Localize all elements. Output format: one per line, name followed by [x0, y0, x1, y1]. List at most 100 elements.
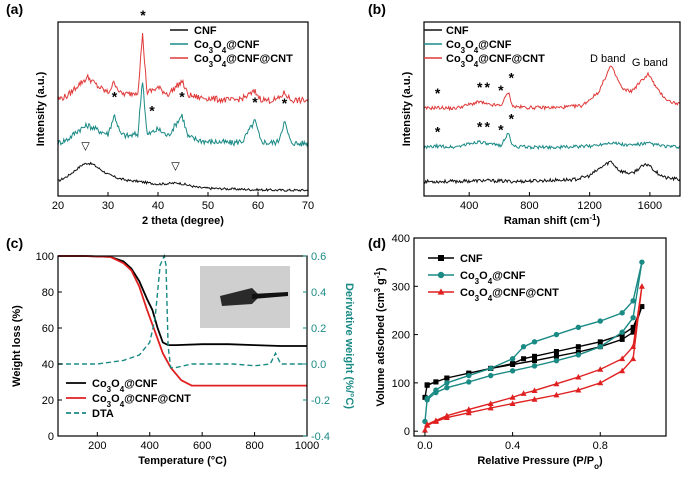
- data-point: [553, 348, 559, 354]
- y-tick-label: 400: [392, 233, 410, 245]
- y-axis-title: Volume adsorbed (cm3 g-1): [373, 267, 388, 406]
- panel-b: (b) 400 800 1200 1600 Raman shift (cm-1) Inten…: [368, 1, 681, 227]
- x-tick-label: 30: [102, 200, 114, 212]
- x-tick-label: 400: [460, 200, 478, 212]
- legend-text-part: O: [213, 39, 222, 51]
- d-band-label: D band: [590, 53, 625, 65]
- series-line-CNF: [423, 160, 681, 185]
- raman-peak-marker: *: [509, 69, 515, 85]
- data-point: [520, 343, 527, 350]
- data-point: [553, 353, 559, 359]
- legend-label: CNF: [446, 25, 469, 37]
- peak-marker: *: [179, 88, 185, 104]
- x-axis-title-sub: o: [594, 462, 599, 471]
- peak-marker: *: [149, 103, 155, 119]
- raman-peak-marker: *: [477, 119, 483, 135]
- data-point: [630, 343, 637, 350]
- legend-text-part: @CNF@CNT: [124, 393, 191, 405]
- x-axis-title-end: ): [599, 455, 603, 467]
- data-point: [509, 394, 516, 400]
- y-axis-title-end: ): [375, 267, 387, 271]
- data-point: [509, 400, 516, 407]
- legend-marker: [438, 255, 444, 261]
- y-axis-title: Intensity (a.u.): [401, 71, 413, 146]
- x-axis-title: Relative Pressure (P/Po): [477, 455, 603, 471]
- legend-text-part: Co: [92, 378, 107, 390]
- series-line-DTA: [58, 253, 307, 369]
- legend-text-part: CNF: [460, 253, 483, 265]
- x-axis-title: Temperature (°C): [138, 455, 227, 467]
- legend-subscript: 3: [209, 46, 214, 55]
- legend-text-part: O: [465, 53, 474, 65]
- data-point: [553, 391, 560, 398]
- legend-text-part: O: [111, 393, 120, 405]
- legend-text-part: CNF: [446, 25, 469, 37]
- legend-subscript: 3: [107, 400, 112, 409]
- legend-text-part: O: [479, 270, 488, 282]
- y2-tick-label: -0.2: [311, 395, 330, 407]
- x-tick-label: 1200: [577, 200, 601, 212]
- y-tick-label: 200: [392, 330, 410, 342]
- y2-tick-label: 0.6: [311, 251, 326, 263]
- legend-label: CNF: [460, 253, 483, 265]
- legend-text-part: O: [111, 378, 120, 390]
- data-point: [575, 344, 581, 350]
- data-point: [521, 356, 527, 362]
- sample-film-icon: [220, 288, 260, 306]
- peak-marker: ▽: [171, 160, 180, 172]
- data-point: [630, 324, 636, 330]
- data-point: [465, 406, 472, 412]
- legend-label: Co3O4@CNF: [194, 39, 260, 55]
- data-point: [433, 387, 439, 393]
- data-point: [531, 387, 538, 394]
- legend-subscript: 4: [488, 277, 493, 286]
- data-point: [531, 396, 538, 402]
- raman-peak-marker: *: [485, 79, 491, 95]
- legend-label: Co3O4@CNF: [446, 39, 512, 55]
- x-axis-title-sup: -1: [589, 213, 597, 222]
- x-tick-label: 50: [202, 200, 214, 212]
- peak-marker: *: [112, 88, 118, 104]
- legend-label: CNF: [194, 25, 217, 37]
- legend-label: DTA: [92, 408, 114, 420]
- legend-label: Co3O4@CNF@CNT: [92, 393, 191, 409]
- data-point: [509, 368, 516, 374]
- x-tick-label: 800: [520, 200, 538, 212]
- data-point: [509, 356, 516, 362]
- legend-text-part: Co: [194, 53, 209, 65]
- series-line-Co3O4@CNF@CNT: [423, 65, 681, 112]
- legend-text-part: @CNF: [124, 378, 158, 390]
- legend-label: Co3O4@CNF: [460, 270, 526, 286]
- data-point: [531, 363, 538, 369]
- legend-label: Co3O4@CNF@CNT: [194, 53, 293, 69]
- data-point: [630, 329, 636, 335]
- panel-d: (d) 0.0 0.4 0.8 0 100 200 300 400 Relative Pressu…: [368, 233, 667, 471]
- y-axis-title-sup2: -1: [373, 271, 382, 279]
- peak-marker: *: [252, 94, 258, 110]
- plot-frame: [413, 237, 667, 437]
- y-tick-label: 300: [392, 281, 410, 293]
- legend-subscript: 3: [461, 46, 466, 55]
- data-point: [597, 379, 604, 386]
- legend-text-part: Co: [460, 270, 475, 282]
- y-axis-title-mid: g: [375, 278, 387, 288]
- legend-subscript: 4: [222, 60, 227, 69]
- legend-subscript: 4: [474, 46, 479, 55]
- y-axis-title-main: Volume adsorbed (cm: [375, 292, 387, 406]
- x-tick-label: 60: [252, 200, 264, 212]
- x-tick-label: 0.4: [505, 440, 520, 452]
- data-point: [444, 385, 450, 391]
- series-line-Co3O4@CNF: [423, 132, 681, 151]
- legend-label: Co3O4@CNF@CNT: [446, 53, 545, 69]
- peak-marker: *: [282, 95, 288, 111]
- data-point: [443, 412, 450, 419]
- raman-peak-marker: *: [435, 124, 441, 140]
- legend-subscript: 4: [120, 400, 125, 409]
- y2-axis-title: Derivative weight (%/°C): [343, 283, 355, 409]
- legend-text-part: @CNF: [492, 270, 526, 282]
- data-point: [421, 427, 428, 433]
- data-point: [619, 310, 625, 316]
- legend-subscript: 4: [474, 60, 479, 69]
- tweezers-icon: [252, 292, 288, 299]
